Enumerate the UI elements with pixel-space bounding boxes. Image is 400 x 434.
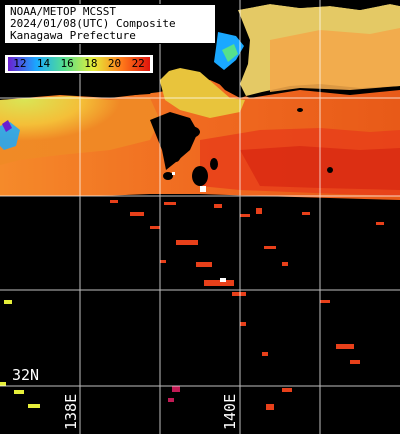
scale-tick: 16 <box>60 57 74 70</box>
sst-speckles <box>110 200 384 410</box>
title-line-2: 2024/01/08(UTC) Composite <box>10 17 176 30</box>
sst-speckles-yellow <box>0 300 40 408</box>
scale-tick: 12 <box>13 57 27 70</box>
longitude-label-140: 140E <box>221 393 239 430</box>
sst-speckles-white <box>172 172 226 282</box>
map-title-box: NOAA/METOP MCSST 2024/01/08(UTC) Composi… <box>4 4 216 44</box>
bay-coast-water-light <box>222 44 238 62</box>
scale-tick: 14 <box>36 57 51 70</box>
color-scale-legend: 12 14 16 18 20 22 <box>4 54 154 74</box>
color-scale-bar: 12 14 16 18 20 22 <box>8 57 150 71</box>
land-mass-east <box>228 0 400 24</box>
sst-speckles-magenta <box>168 386 180 402</box>
east-coast-water-orange <box>270 28 400 92</box>
scale-tick: 20 <box>107 57 122 70</box>
cold-patch-west-purple <box>2 120 12 132</box>
title-line-1: NOAA/METOP MCSST <box>10 5 116 18</box>
scale-tick: 22 <box>131 57 145 70</box>
bay-water-region <box>158 68 245 118</box>
title-line-3: Kanagawa Prefecture <box>10 29 136 42</box>
latitude-label: 32N <box>12 366 40 384</box>
scale-tick: 18 <box>84 57 98 70</box>
cloud-gaps <box>163 108 333 186</box>
longitude-label-138: 138E <box>62 393 80 430</box>
